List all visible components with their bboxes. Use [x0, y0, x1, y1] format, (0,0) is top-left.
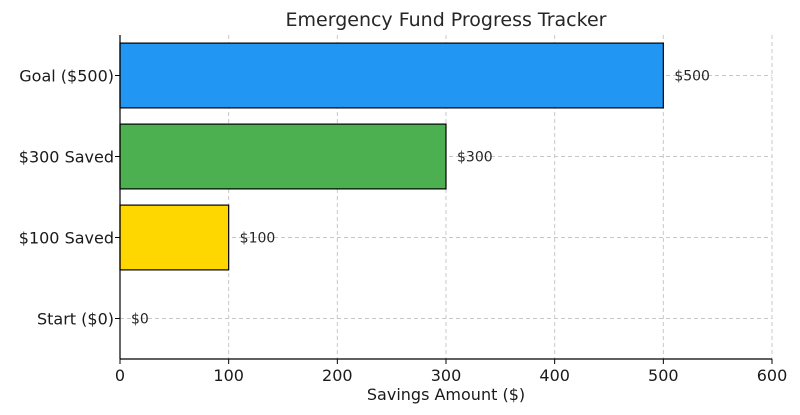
category-label: $300 Saved [19, 148, 114, 167]
category-labels: Start ($0) $100 Saved $300 Saved Goal ($500… [19, 67, 120, 329]
bar [119, 42, 664, 109]
x-tick-label: 400 [539, 366, 570, 385]
data-label: $0 [131, 312, 149, 328]
x-tick-label: 100 [213, 366, 244, 385]
x-tick-labels: 0 100 200 300 400 500 600 [115, 359, 787, 385]
bar [119, 204, 230, 271]
data-labels: $0 $100 $300 $500 [131, 69, 710, 328]
data-label: $300 [457, 150, 493, 166]
bars [119, 42, 664, 271]
x-tick-label: 500 [648, 366, 679, 385]
chart-title: Emergency Fund Progress Tracker [286, 9, 607, 31]
x-axis-label: Savings Amount ($) [367, 385, 525, 404]
x-tick-label: 600 [757, 366, 788, 385]
x-tick-label: 300 [431, 366, 462, 385]
x-tick-label: 0 [115, 366, 125, 385]
data-label: $500 [674, 69, 710, 85]
category-label: $100 Saved [19, 229, 114, 248]
x-tick-label: 200 [322, 366, 353, 385]
bar [119, 123, 447, 190]
data-label: $100 [240, 231, 276, 247]
category-label: Goal ($500) [19, 67, 114, 86]
category-label: Start ($0) [37, 310, 114, 329]
